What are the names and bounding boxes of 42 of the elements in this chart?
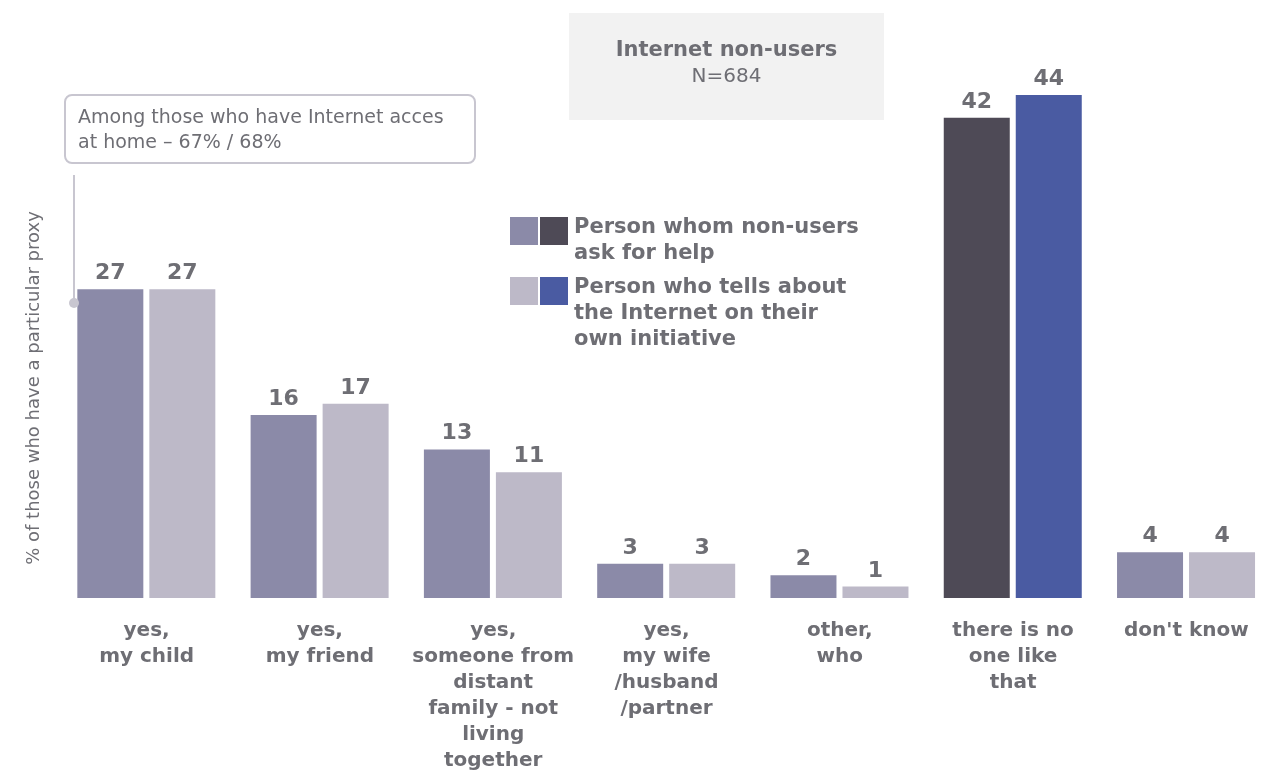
x-tick-label: there is no one like that — [952, 617, 1074, 693]
bar — [770, 575, 837, 598]
data-label: 4 — [1142, 522, 1158, 548]
heading-panel: Internet non-users N=684 — [569, 13, 884, 120]
chart-title: Internet non-users — [614, 37, 839, 61]
chart-subtitle: N=684 — [690, 63, 763, 87]
data-label: 2 — [795, 545, 812, 571]
bar — [1015, 95, 1082, 598]
data-label: 3 — [622, 533, 638, 559]
bar — [322, 403, 389, 598]
data-label: 3 — [694, 533, 710, 559]
bar — [149, 289, 216, 598]
y-axis-title: % of those who have a particular proxy — [21, 211, 43, 565]
legend-label: Person whom non-users ask for help — [574, 213, 860, 265]
x-tick-label: yes, my wife /husband /partner — [614, 617, 719, 719]
data-label: 16 — [268, 385, 299, 411]
bar — [597, 563, 664, 598]
bar — [842, 586, 909, 598]
x-tick-label: don't know — [1124, 617, 1249, 641]
x-tick-label: other, who — [806, 617, 873, 667]
bar — [1189, 552, 1256, 598]
x-tick-label: yes, someone from distant family - not living together — [412, 617, 575, 770]
bar — [77, 289, 144, 598]
bar — [423, 449, 490, 598]
x-tick-label: yes, my friend — [265, 617, 375, 667]
data-label: 44 — [1033, 65, 1065, 90]
data-label: 27 — [167, 259, 198, 285]
bar — [943, 117, 1010, 598]
bar — [1117, 552, 1184, 598]
callout-box: Among those who have Internet acces at home – 67% / 68% — [64, 94, 476, 164]
data-label: 13 — [441, 419, 473, 445]
data-label: 11 — [513, 442, 545, 468]
x-tick-label: yes, my child — [99, 617, 195, 667]
data-label: 4 — [1214, 522, 1230, 548]
bar — [669, 563, 736, 598]
data-label: 27 — [95, 259, 126, 285]
bar — [495, 472, 562, 598]
data-label: 17 — [340, 373, 371, 399]
data-label: 1 — [867, 556, 884, 582]
bar — [250, 415, 317, 598]
legend-label: Person who tells about the Internet on their own initiative — [574, 273, 848, 351]
data-label: 42 — [961, 87, 993, 113]
